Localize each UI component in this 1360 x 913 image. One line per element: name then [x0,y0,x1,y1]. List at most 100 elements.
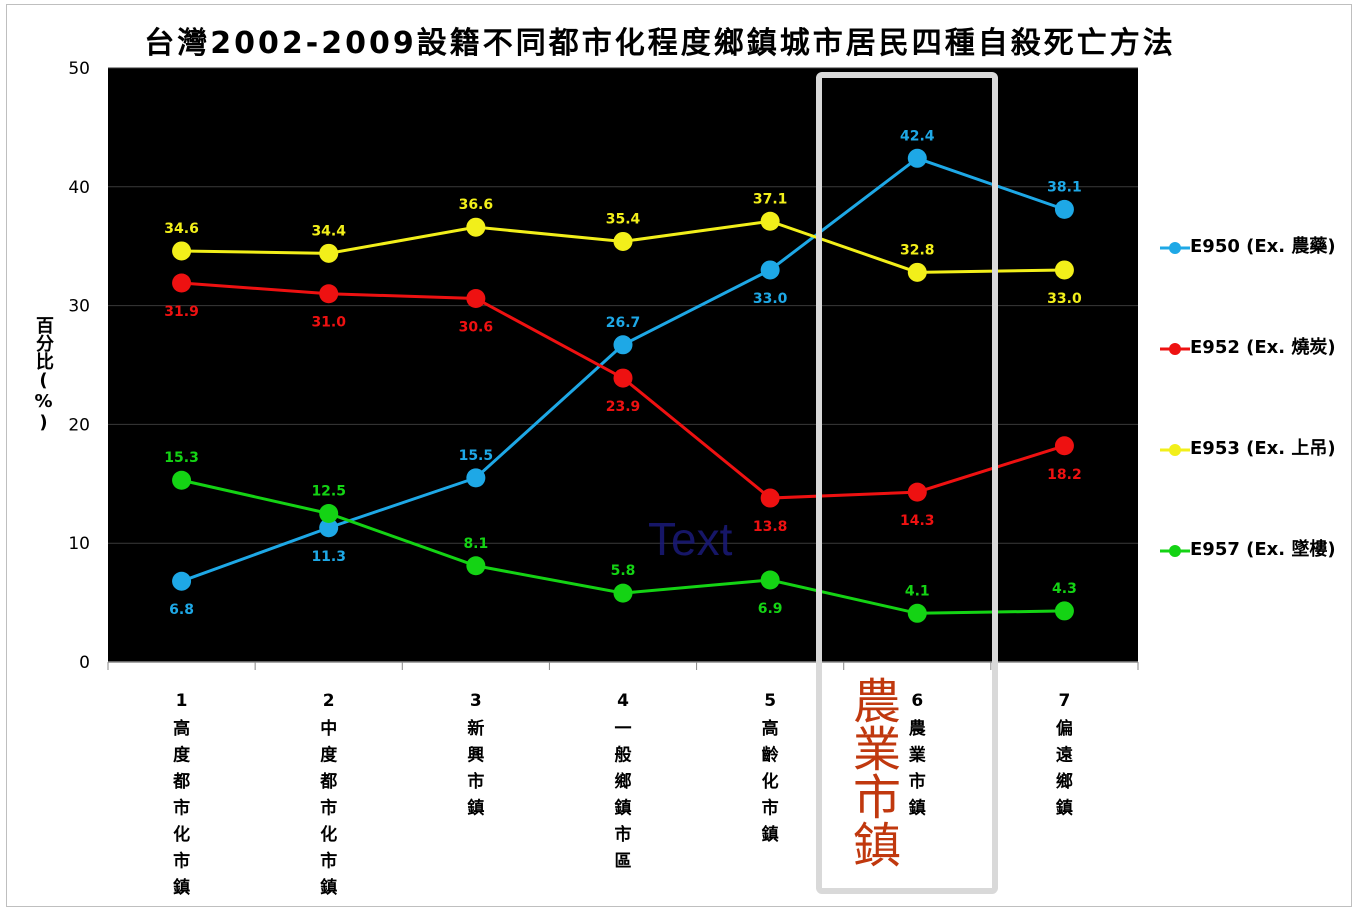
x-tick-number: 6 [911,691,923,711]
x-tick-label-char: 區 [615,852,632,872]
data-label: 33.0 [753,291,788,307]
x-tick-label-char: 鎮 [615,798,632,819]
x-tick-label-char: 高 [173,718,190,739]
legend-swatch-marker [1169,343,1181,355]
data-point [172,273,192,293]
data-point [1054,436,1074,456]
x-tick-label-char: 高 [762,718,779,739]
x-tick-number: 1 [176,691,188,711]
x-tick-label-char: 鎮 [1056,798,1073,819]
x-tick-label-char: 市 [467,771,484,792]
data-label: 36.6 [459,197,494,213]
x-tick-label-char: 市 [173,798,190,819]
data-point [907,603,927,623]
data-label: 26.7 [606,315,641,331]
legend-item: E953 (Ex. 上吊) [1160,430,1350,531]
legend-swatch-marker [1169,545,1181,557]
data-label: 6.9 [758,601,783,617]
data-label: 14.3 [900,513,935,529]
x-tick-label-char: 鎮 [467,798,484,819]
data-label: 4.1 [905,583,930,599]
x-tick-label-char: 興 [467,745,484,766]
data-point [760,570,780,590]
x-tick-number: 4 [617,691,629,711]
y-tick-label: 40 [68,178,90,198]
data-label: 12.5 [311,484,346,500]
y-axis-label: 百分比(%) [33,316,54,433]
data-point [907,262,927,282]
x-tick-label-char: 中 [320,718,337,739]
y-tick-label: 0 [79,653,90,673]
data-point [613,368,633,388]
chart-title: 台灣2002-2009設籍不同都市化程度鄉鎮城市居民四種自殺死亡方法 [144,26,1176,61]
x-tick-label-char: 化 [320,824,337,845]
data-point [466,556,486,576]
legend-swatch [1160,242,1190,254]
data-point [613,231,633,251]
data-label: 34.6 [164,221,199,237]
x-tick-label-char: 新 [467,718,484,739]
y-tick-label: 30 [68,297,90,317]
legend-swatch-marker [1169,242,1181,254]
data-point [466,468,486,488]
data-label: 18.2 [1047,467,1082,483]
legend: E950 (Ex. 農藥) E952 (Ex. 燒炭) E953 (Ex. 上吊) E… [1160,228,1350,632]
data-point [172,571,192,591]
x-tick-label-char: 鎮 [762,824,779,845]
legend-item: E950 (Ex. 農藥) [1160,228,1350,329]
legend-item: E957 (Ex. 墜樓) [1160,531,1350,632]
data-point [1054,601,1074,621]
legend-swatch-marker [1169,444,1181,456]
data-point [172,241,192,261]
series-3: 34.6 34.4 36.6 35.4 37.1 32.8 33.0 [164,191,1082,307]
highlight-annotation: 農業市鎮 [844,676,900,868]
data-point [613,583,633,603]
x-tick-label-char: 度 [320,745,338,766]
x-tick-label-char: 都 [172,771,190,792]
data-label: 31.0 [311,315,346,331]
legend-swatch [1160,545,1190,557]
x-tick-label-char: 鄉 [1056,771,1073,792]
x-tick-number: 5 [764,691,776,711]
data-label: 34.4 [311,223,346,239]
x-tick-label-char: 一 [615,719,632,739]
x-tick-label-char: 齡 [762,745,779,766]
data-point [172,470,192,490]
data-label: 4.3 [1052,581,1077,597]
x-tick-label-char: 般 [615,745,632,766]
x-tick-label-char: 市 [320,798,337,819]
series-4: 15.3 12.5 8.1 5.8 6.9 4.1 4.3 [164,450,1077,623]
chart-frame [6,4,1352,907]
legend-label: E957 (Ex. 墜樓) [1190,539,1336,560]
data-point [1054,199,1074,219]
data-point [760,488,780,508]
data-point [613,335,633,355]
legend-swatch [1160,444,1190,456]
y-tick-label: 20 [68,415,90,435]
data-point [466,217,486,237]
data-point [319,518,339,538]
data-label: 15.3 [164,450,199,466]
plot-area [108,68,1138,662]
data-point [760,260,780,280]
data-label: 30.6 [459,319,494,335]
data-label: 31.9 [164,304,199,320]
data-point [319,504,339,523]
x-tick-label-char: 度 [173,745,191,766]
data-label: 13.8 [753,519,788,535]
highlight-box [816,72,998,894]
x-tick-number: 2 [323,691,335,711]
x-tick-number: 7 [1059,691,1071,711]
x-tick-label-char: 鎮 [320,877,337,898]
x-tick-label-char: 偏 [1056,718,1073,739]
x-tick-label-char: 市 [173,851,190,872]
x-tick-label-char: 農 [909,718,926,739]
x-tick-label-char: 市 [320,851,337,872]
x-tick-label-char: 都 [319,771,337,792]
y-tick-label: 50 [68,59,90,79]
data-label: 15.5 [459,448,494,464]
data-point [1054,260,1074,280]
x-tick-label-char: 遠 [1056,746,1073,766]
legend-label: E950 (Ex. 農藥) [1190,236,1336,257]
